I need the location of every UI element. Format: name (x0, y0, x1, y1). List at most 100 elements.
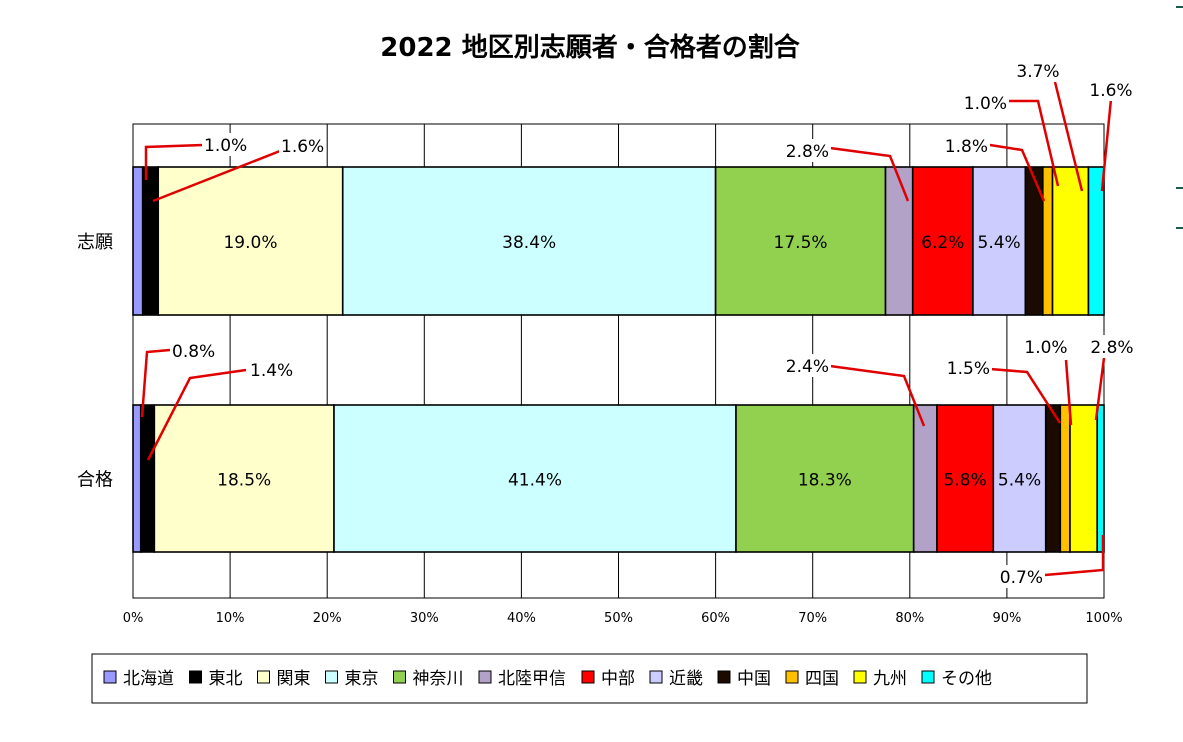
bar-segment (1096, 404, 1105, 553)
x-tick-label: 10% (216, 611, 245, 626)
legend-swatch (785, 670, 799, 684)
legend-swatch (393, 670, 406, 684)
data-label: 2.8% (1090, 338, 1133, 358)
leader-line (146, 368, 247, 461)
data-label-bg (1088, 78, 1134, 101)
legend-label: 神奈川 (413, 669, 464, 689)
legend-label: 東京 (345, 669, 379, 689)
data-label: 5.8% (944, 471, 987, 491)
data-label-bg (946, 356, 992, 379)
data-label: 2.8% (786, 142, 829, 162)
legend-swatch (921, 670, 935, 684)
legend-label: 近畿 (669, 669, 703, 689)
leader-line (1008, 99, 1060, 187)
legend-label: 北陸甲信 (498, 669, 566, 689)
data-label: 18.5% (217, 471, 271, 491)
data-label-bg (944, 134, 990, 157)
leader-line (152, 149, 281, 203)
bars (132, 166, 1105, 553)
data-label: 19.0% (223, 233, 277, 253)
data-label: 5.4% (978, 233, 1021, 253)
legend-swatch (257, 670, 270, 684)
legend-label: 中部 (601, 669, 635, 689)
data-label: 17.5% (774, 233, 828, 253)
bar-segment (333, 404, 737, 553)
data-label: 1.6% (1089, 81, 1132, 101)
data-label: 3.7% (1016, 62, 1059, 82)
data-labels: 19.0% 38.4% 17.5% 6.2% 5.4% 1.0% 1.6% 2.8% 1.8% 1… (170, 59, 1135, 588)
data-label: 38.4% (502, 233, 556, 253)
edge-mark (1176, 227, 1183, 229)
bar-segment (735, 404, 915, 553)
x-tick-label: 30% (410, 611, 439, 626)
data-label-bg (963, 91, 1009, 114)
leader-line (829, 364, 926, 427)
x-tick-label: 50% (604, 611, 633, 626)
x-tick-label: 90% (992, 611, 1021, 626)
data-label-bg (202, 133, 248, 156)
bar-segment (341, 166, 717, 316)
legend-swatch (853, 670, 867, 684)
bar-segment (936, 404, 995, 553)
data-label: 1.0% (204, 136, 247, 156)
bar-segment (992, 404, 1047, 553)
bar-segment (912, 404, 938, 553)
legend-swatch (325, 670, 338, 684)
bar-segment (1069, 404, 1099, 553)
legend-swatch (189, 670, 202, 684)
data-label: 18.3% (798, 471, 852, 491)
bar-segment (139, 404, 156, 553)
data-label: 1.8% (945, 137, 988, 157)
data-label-bg (248, 358, 294, 381)
x-tick-label: 60% (701, 611, 730, 626)
data-label-bg (785, 139, 831, 162)
data-label: 1.0% (1024, 338, 1067, 358)
data-label: 1.6% (281, 137, 324, 157)
data-label-bg (785, 354, 831, 377)
legend-label: 中国 (737, 669, 771, 689)
x-tick-label: 40% (507, 611, 536, 626)
x-tick-label: 70% (798, 611, 827, 626)
leader-lines (140, 81, 1113, 577)
data-label-bg (1089, 335, 1135, 358)
category-label: 合格 (77, 470, 113, 491)
x-tick-label: 100% (1085, 611, 1122, 626)
x-tick-label: 20% (313, 611, 342, 626)
data-label: 41.4% (508, 471, 562, 491)
bar-segment (1044, 404, 1062, 553)
bar-segment (1087, 166, 1105, 316)
legend: 北海道 東北 関東 東京 神奈川 北陸甲信 中部 近畿 中国 四国 九州 その他 (91, 653, 1088, 704)
legend-label: 四国 (805, 669, 839, 689)
x-tick-label: 0% (123, 611, 144, 626)
data-label-bg (170, 339, 216, 362)
data-label: 0.7% (1000, 568, 1043, 588)
leader-line (1100, 98, 1113, 192)
legend-swatch (717, 670, 731, 684)
edge-mark (1176, 187, 1183, 189)
leader-line (140, 348, 171, 418)
data-label: 2.4% (786, 357, 829, 377)
legend-swatch (581, 670, 595, 684)
legend-label: その他 (941, 669, 992, 689)
data-label: 5.4% (998, 471, 1041, 491)
leader-line (144, 143, 204, 180)
data-label: 0.8% (172, 342, 215, 362)
leader-line (829, 146, 910, 202)
category-label: 志願 (77, 232, 113, 253)
leader-line (1044, 535, 1105, 577)
leader-line (989, 367, 1062, 424)
bar-segment (132, 404, 142, 553)
legend-label: 九州 (873, 669, 907, 689)
bar-segment (972, 166, 1027, 316)
data-label-bg (1015, 59, 1061, 82)
legend-swatch (478, 670, 492, 684)
bar-segment (714, 166, 887, 316)
leader-line (989, 143, 1046, 202)
leader-line (1053, 81, 1084, 192)
bar-segment (153, 404, 335, 553)
bar-segment (1042, 166, 1054, 316)
bar-segment (1059, 404, 1071, 553)
leader-line (1064, 359, 1073, 426)
